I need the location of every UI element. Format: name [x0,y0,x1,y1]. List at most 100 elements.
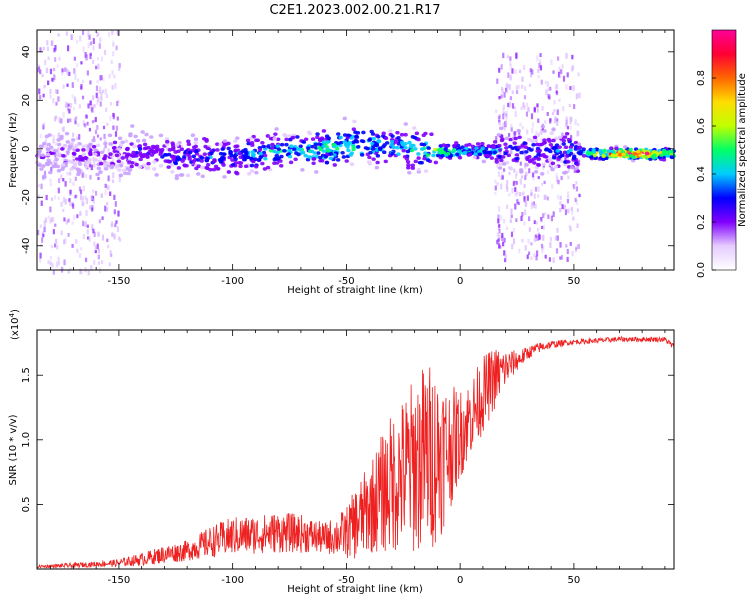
spectrogram-spread-cell [56,244,59,250]
spectrogram-spread-cell [516,199,519,204]
spectrogram-spread-cell [529,73,533,78]
spectrogram-cell [91,144,97,149]
spectrogram-spread-cell [49,256,52,260]
spectrogram-spread-cell [79,189,83,195]
spectrogram-spread-cell [108,74,111,79]
spectrogram-cell [104,167,109,171]
spectrogram-spread-cell [496,232,499,237]
spectrogram-cell [75,148,80,152]
spectrogram-cell [341,155,347,159]
spectrogram-cell [395,130,400,135]
spectrogram-spread-cell [496,163,499,169]
spectrogram-spread-cell [112,172,115,179]
spectrogram-cell [56,153,62,158]
spectrogram-cell [129,142,134,146]
spectrogram-spread-cell [112,157,115,162]
spectrogram-cell [551,155,557,160]
spectrogram-spread-cell [111,84,114,90]
spectrogram-cell [297,147,302,152]
spectrogram-spread-cell [68,108,71,114]
spectrogram-cell [117,136,123,141]
spectrogram-cell [443,147,448,151]
spectrogram-spread-cell [96,125,99,130]
spectrogram-spread-cell [51,40,54,47]
spectrogram-spread-cell [566,72,569,78]
spectrogram-cell [314,154,320,159]
spectrogram-cell [226,170,232,174]
spectrogram-spread-cell [68,198,71,203]
spectrogram-spread-cell [84,51,87,58]
spectrogram-cell [60,147,65,151]
spectrogram-cell [361,139,366,144]
spectrogram-spread-cell [528,83,532,87]
spectrogram-cell [598,148,603,153]
spectrogram-cell [39,167,44,171]
spectrogram-spread-cell [71,221,74,225]
spectrogram-cell [200,165,205,170]
spectrogram-cell [429,132,434,136]
spectrogram-cell [51,164,56,169]
spectrogram-cell [202,152,208,156]
spectrogram-y-tick-label: 20 [21,94,32,107]
spectrogram-spread-cell [97,261,101,265]
spectrogram-spread-cell [67,218,70,223]
spectrogram-spread-cell [107,175,110,182]
spectrogram-spread-cell [80,61,83,65]
spectrogram-spread-cell [559,207,562,213]
spectrogram-spread-cell [555,91,559,96]
spectrogram-cell [279,142,285,147]
spectrogram-spread-cell [64,238,67,244]
spectrogram-spread-cell [109,191,112,196]
spectrogram-y-tick-label: -40 [21,238,32,254]
spectrogram-cell [145,155,150,159]
spectrogram-cell [345,145,350,149]
spectrogram-cell [342,116,347,121]
spectrogram-cell [388,129,393,133]
spectrogram-x-tick-label: -50 [338,276,354,287]
spectrogram-spread-cell [532,201,536,206]
spectrogram-spread-cell [92,228,95,234]
spectrogram-cell [196,172,201,176]
spectrogram-spread-cell [518,69,522,73]
spectrogram-spread-cell [570,207,573,211]
spectrogram-spread-cell [521,84,524,89]
spectrogram-spread-cell [566,256,569,262]
spectrogram-spread-cell [94,129,98,135]
spectrogram-cell [237,151,242,156]
spectrogram-spread-cell [82,172,85,178]
spectrogram-cell [150,144,156,149]
spectrogram-spread-cell [60,118,63,124]
spectrogram-spread-cell [537,74,540,79]
spectrogram-cell [669,155,675,160]
spectrogram-spread-cell [58,118,62,124]
spectrogram-cell [69,167,74,171]
spectrogram-cell [61,153,66,158]
spectrogram-spread-cell [53,243,57,248]
spectrogram-cell [146,145,151,150]
spectrogram-spread-cell [528,227,531,232]
spectrogram-cell [222,175,227,179]
spectrogram-spread-cell [81,95,85,100]
spectrogram-cell [141,154,146,159]
spectrogram-cell [87,143,92,148]
spectrogram-cell [215,148,220,152]
spectrogram-spread-cell [115,125,118,131]
spectrogram-spread-cell [101,216,104,220]
spectrogram-spread-cell [510,123,513,129]
spectrogram-spread-cell [55,151,58,157]
spectrogram-spread-cell [544,254,547,259]
spectrogram-spread-cell [82,185,85,192]
spectrogram-cell [105,161,111,166]
spectrogram-cell [163,153,169,157]
spectrogram-cell [557,135,563,140]
spectrogram-spread-cell [547,87,550,92]
spectrogram-cell [134,150,139,155]
spectrogram-cell [571,156,577,160]
spectrogram-spread-cell [497,218,500,224]
spectrogram-cell [535,142,540,147]
spectrogram-cell [451,148,457,152]
spectrogram-spread-cell [515,218,518,222]
spectrogram-cell [257,147,263,152]
spectrogram-spread-cell [495,136,498,142]
spectrogram-cell [307,155,312,159]
